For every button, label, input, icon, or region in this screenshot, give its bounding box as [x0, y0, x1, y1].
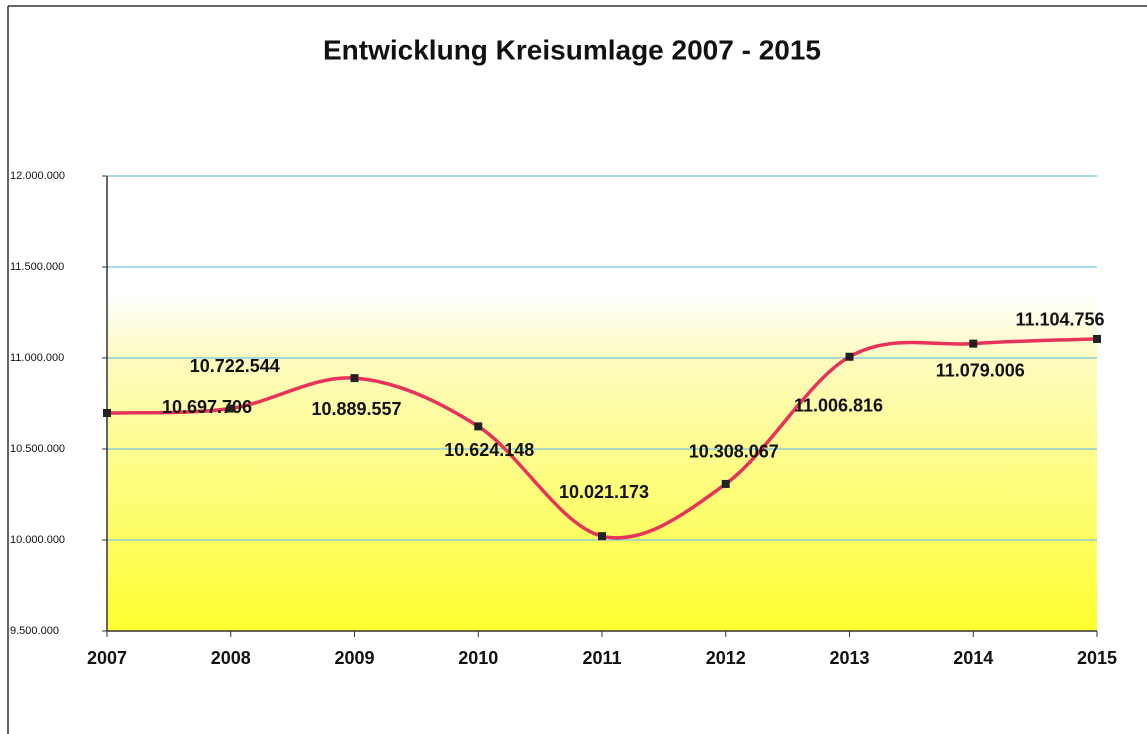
- data-label: 10.624.148: [444, 440, 534, 460]
- plot-area: [107, 176, 1097, 631]
- x-tick-label: 2008: [211, 648, 251, 668]
- y-tick-label: 11.000.000: [10, 352, 64, 364]
- data-label: 10.889.557: [311, 399, 401, 419]
- y-tick-label: 9.500.000: [10, 625, 59, 637]
- marker: [103, 409, 111, 418]
- marker: [226, 404, 235, 413]
- x-tick-label: 2011: [582, 648, 621, 668]
- marker: [1093, 334, 1101, 343]
- marker: [969, 339, 978, 348]
- x-tick-label: 2015: [1077, 648, 1117, 668]
- x-tick-label: 2012: [706, 648, 746, 668]
- data-label: 11.079.006: [936, 360, 1025, 380]
- data-label: 11.006.816: [794, 396, 883, 416]
- y-tick-label: 11.500.000: [10, 261, 64, 273]
- x-tick-label: 2009: [334, 648, 374, 668]
- data-label: 10.308.067: [689, 442, 779, 462]
- marker: [845, 352, 854, 361]
- data-label: 10.722.544: [190, 356, 280, 376]
- data-label: 11.104.756: [1015, 310, 1104, 330]
- marker: [721, 479, 730, 488]
- y-tick-label: 10.500.000: [10, 443, 65, 455]
- data-label: 10.021.173: [559, 482, 649, 502]
- marker: [350, 374, 359, 383]
- marker: [474, 422, 483, 431]
- x-tick-label: 2013: [829, 648, 869, 668]
- x-tick-label: 2014: [953, 648, 993, 668]
- data-label: 10.697.706: [162, 397, 252, 417]
- chart-title: Entwicklung Kreisumlage 2007 - 2015: [323, 34, 821, 65]
- x-tick-label: 2010: [458, 648, 498, 668]
- y-tick-label: 10.000.000: [10, 534, 65, 546]
- y-tick-label: 12.000.000: [10, 170, 65, 182]
- marker: [598, 532, 606, 541]
- x-tick-label: 2007: [87, 648, 127, 668]
